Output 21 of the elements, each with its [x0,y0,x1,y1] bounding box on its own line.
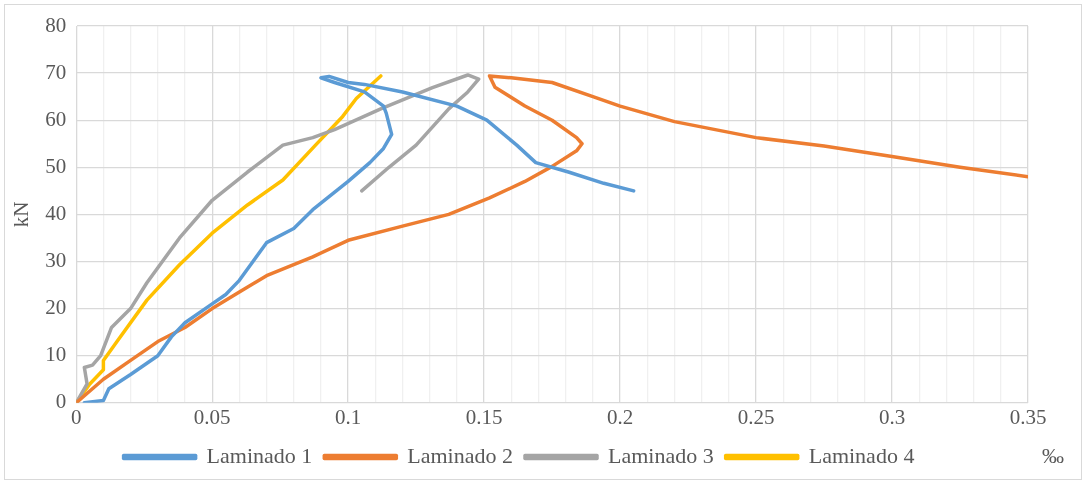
y-tick-label: 70 [45,59,67,84]
y-tick-label: 20 [45,295,67,320]
x-tick-label: 0.25 [737,404,775,429]
y-tick-label: 50 [45,153,67,178]
x-tick-label: 0.35 [1009,404,1047,429]
x-tick-label: 0.05 [193,404,231,429]
x-tick-label: 0.1 [335,404,362,429]
y-tick-label: 10 [45,342,67,367]
y-tick-label: 40 [45,200,67,225]
y-tick-label: 60 [45,106,67,131]
y-tick-label: 80 [45,12,67,37]
x-axis-title: ‰ [1042,442,1064,468]
y-tick-label: 30 [45,248,67,273]
x-tick-label: 0.3 [878,404,906,429]
legend-label: Laminado 4 [808,442,915,468]
legend-label: Laminado 1 [206,442,313,468]
legend-label: Laminado 3 [608,442,714,468]
legend-label: Laminado 2 [407,442,514,468]
x-tick-label: 0.15 [465,404,503,429]
x-tick-label: 0.2 [606,404,634,429]
y-axis-title: kN [9,201,34,228]
